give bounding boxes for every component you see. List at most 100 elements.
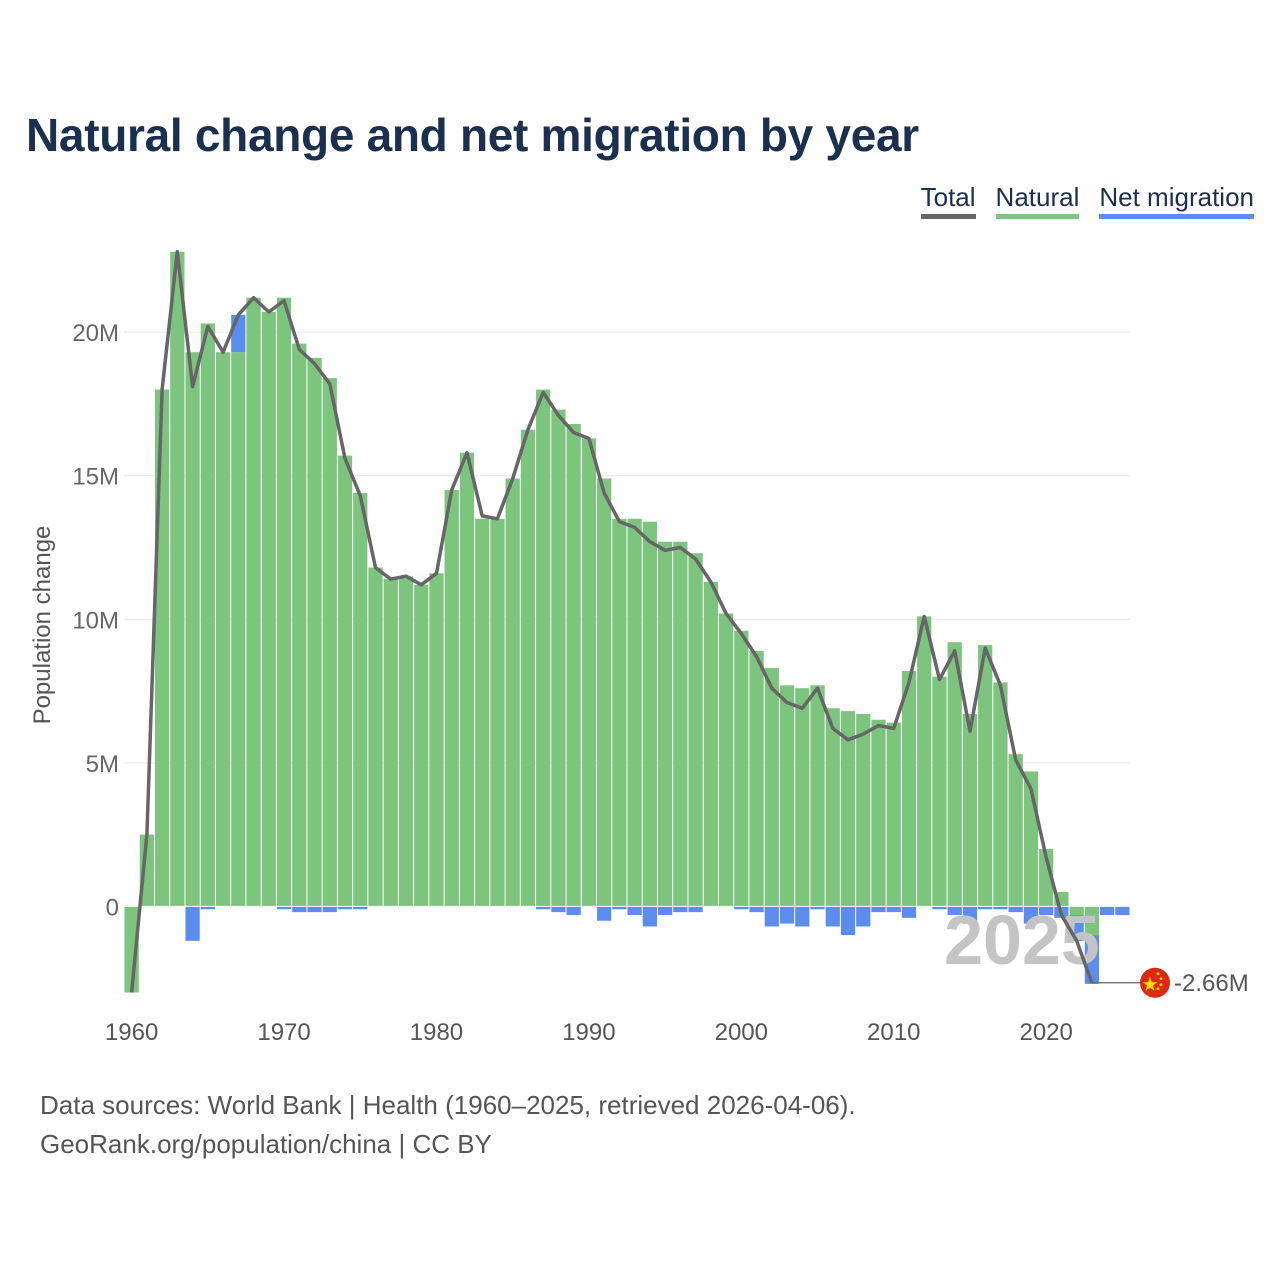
- migration-bar[interactable]: [688, 906, 703, 913]
- natural-bar[interactable]: [612, 518, 627, 907]
- migration-bar[interactable]: [810, 906, 825, 910]
- migration-bar[interactable]: [856, 906, 871, 927]
- migration-bar[interactable]: [1115, 906, 1130, 915]
- natural-bar[interactable]: [185, 352, 200, 907]
- natural-bar[interactable]: [932, 676, 947, 907]
- natural-bar[interactable]: [810, 685, 825, 907]
- migration-bar[interactable]: [901, 906, 917, 918]
- migration-bar[interactable]: [978, 906, 993, 910]
- natural-bar[interactable]: [322, 378, 337, 907]
- migration-bar[interactable]: [185, 906, 200, 941]
- natural-bar[interactable]: [200, 323, 215, 907]
- natural-bar[interactable]: [475, 518, 490, 907]
- natural-bar[interactable]: [231, 352, 246, 907]
- legend-item-natural[interactable]: Natural: [995, 182, 1080, 219]
- migration-bar[interactable]: [627, 906, 642, 915]
- natural-bar[interactable]: [993, 682, 1008, 907]
- natural-bar[interactable]: [978, 645, 993, 907]
- natural-bar[interactable]: [337, 455, 353, 907]
- natural-bar[interactable]: [490, 518, 505, 907]
- migration-bar[interactable]: [597, 906, 612, 921]
- migration-bar[interactable]: [612, 906, 627, 910]
- natural-bar[interactable]: [276, 297, 292, 907]
- natural-bar[interactable]: [292, 343, 307, 907]
- migration-bar[interactable]: [276, 906, 292, 910]
- migration-bar[interactable]: [673, 906, 688, 913]
- migration-bar[interactable]: [307, 906, 322, 913]
- natural-bar[interactable]: [353, 492, 368, 907]
- natural-bar[interactable]: [368, 567, 383, 907]
- migration-bar[interactable]: [840, 906, 856, 936]
- natural-bar[interactable]: [383, 579, 398, 907]
- natural-bar[interactable]: [429, 573, 444, 907]
- natural-bar[interactable]: [917, 616, 932, 907]
- natural-bar[interactable]: [764, 668, 779, 907]
- migration-bar[interactable]: [947, 906, 962, 915]
- natural-bar[interactable]: [749, 650, 764, 907]
- migration-bar[interactable]: [353, 906, 368, 910]
- migration-bar[interactable]: [1100, 906, 1115, 915]
- natural-bar[interactable]: [581, 438, 597, 907]
- migration-bar[interactable]: [1008, 906, 1023, 913]
- natural-bar[interactable]: [688, 553, 703, 907]
- natural-bar[interactable]: [444, 490, 459, 907]
- migration-bar[interactable]: [795, 906, 810, 927]
- natural-bar[interactable]: [520, 429, 536, 907]
- migration-bar[interactable]: [779, 906, 795, 924]
- migration-bar[interactable]: [734, 906, 749, 910]
- source-link[interactable]: GeoRank.org/population/china | CC BY: [40, 1129, 492, 1159]
- natural-bar[interactable]: [398, 576, 414, 907]
- natural-bar[interactable]: [718, 613, 734, 907]
- migration-bar[interactable]: [1039, 906, 1054, 915]
- natural-bar[interactable]: [901, 670, 917, 907]
- natural-bar[interactable]: [871, 719, 886, 907]
- natural-bar[interactable]: [170, 251, 185, 907]
- natural-bar[interactable]: [246, 297, 261, 907]
- natural-bar[interactable]: [307, 357, 322, 907]
- natural-bar[interactable]: [1008, 754, 1023, 907]
- natural-bar[interactable]: [734, 630, 749, 907]
- natural-bar[interactable]: [947, 642, 962, 907]
- migration-bar[interactable]: [337, 906, 353, 910]
- migration-bar[interactable]: [871, 906, 886, 913]
- legend-item-total[interactable]: Total: [920, 182, 976, 219]
- natural-bar[interactable]: [657, 541, 673, 907]
- natural-bar[interactable]: [1084, 906, 1100, 936]
- natural-bar[interactable]: [154, 389, 170, 907]
- natural-bar[interactable]: [215, 352, 231, 907]
- natural-bar[interactable]: [642, 521, 657, 907]
- migration-bar[interactable]: [825, 906, 840, 927]
- natural-bar[interactable]: [673, 541, 688, 907]
- migration-bar[interactable]: [292, 906, 307, 913]
- natural-bar[interactable]: [795, 688, 810, 907]
- natural-bar[interactable]: [840, 711, 856, 907]
- natural-bar[interactable]: [627, 518, 642, 907]
- migration-bar[interactable]: [932, 906, 947, 910]
- natural-bar[interactable]: [261, 312, 276, 907]
- migration-bar[interactable]: [551, 906, 566, 913]
- natural-bar[interactable]: [566, 424, 581, 907]
- natural-bar[interactable]: [962, 714, 978, 907]
- natural-bar[interactable]: [703, 581, 718, 907]
- natural-bar[interactable]: [779, 685, 795, 907]
- legend-item-net-migration[interactable]: Net migration: [1099, 182, 1254, 219]
- natural-bar[interactable]: [1039, 848, 1054, 907]
- migration-bar[interactable]: [231, 314, 246, 353]
- migration-bar[interactable]: [962, 906, 978, 924]
- natural-bar[interactable]: [551, 409, 566, 907]
- migration-bar[interactable]: [764, 906, 779, 927]
- migration-bar[interactable]: [1023, 906, 1039, 924]
- migration-bar[interactable]: [322, 906, 337, 913]
- natural-bar[interactable]: [856, 714, 871, 907]
- migration-bar[interactable]: [200, 906, 215, 910]
- natural-bar[interactable]: [886, 722, 901, 907]
- natural-bar[interactable]: [505, 478, 520, 907]
- migration-bar[interactable]: [642, 906, 657, 927]
- natural-bar[interactable]: [1069, 906, 1084, 915]
- migration-bar[interactable]: [657, 906, 673, 915]
- migration-bar[interactable]: [749, 906, 764, 913]
- migration-bar[interactable]: [566, 906, 581, 915]
- total-line[interactable]: [129, 249, 1094, 993]
- natural-bar[interactable]: [414, 584, 429, 907]
- natural-bar[interactable]: [536, 389, 551, 907]
